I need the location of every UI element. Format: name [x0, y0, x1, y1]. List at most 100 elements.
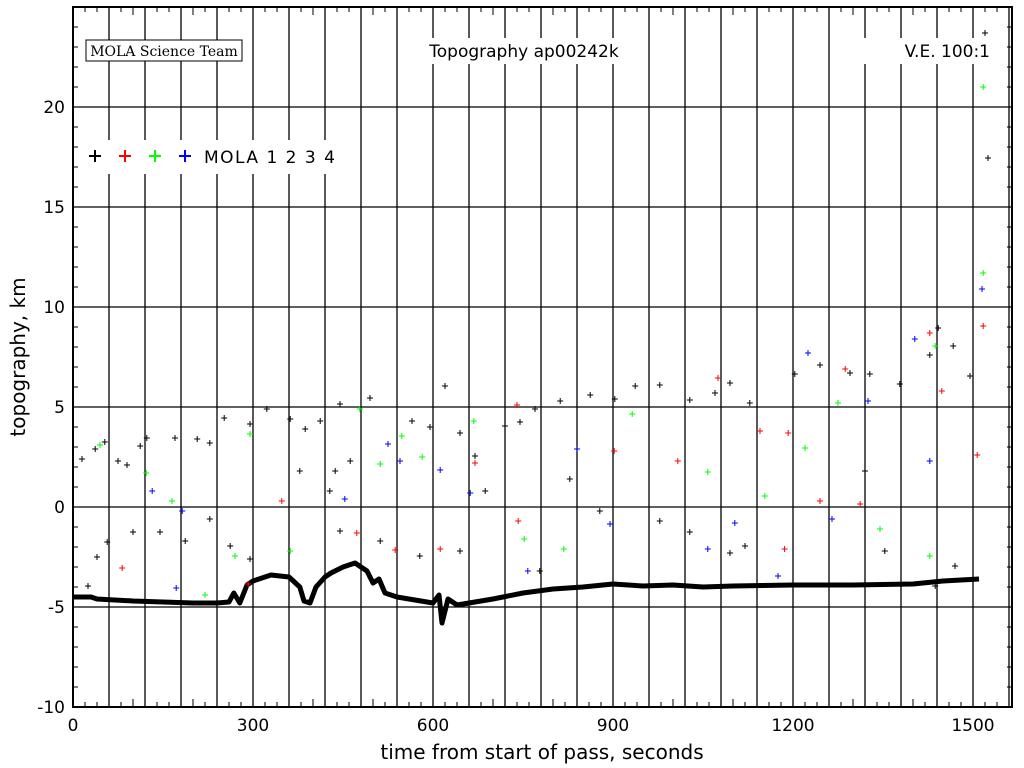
- data-point-ch3: [232, 553, 238, 559]
- data-point-ch1: [221, 415, 228, 421]
- data-point-ch1: [611, 396, 618, 402]
- data-point-ch3: [835, 400, 841, 406]
- data-point-ch4: [385, 441, 391, 447]
- data-point-ch1: [596, 508, 603, 514]
- data-point-ch1: [727, 550, 733, 556]
- data-point-ch1: [130, 529, 136, 535]
- data-point-ch1: [157, 529, 163, 535]
- data-point-ch3: [926, 553, 933, 559]
- data-point-ch4: [979, 286, 985, 292]
- data-points: [79, 30, 991, 598]
- data-point-ch4: [805, 350, 811, 356]
- data-point-ch2: [514, 402, 520, 408]
- data-point-ch2: [515, 518, 522, 524]
- data-point-ch1: [935, 325, 942, 331]
- data-point-ch3: [980, 270, 987, 276]
- data-point-ch1: [517, 419, 523, 425]
- data-point-ch4: [173, 585, 180, 591]
- data-point-ch2: [926, 330, 933, 336]
- vertical-exaggeration-label: V.E. 100:1: [905, 42, 990, 62]
- data-point-ch1: [952, 563, 958, 569]
- data-point-ch1: [172, 435, 178, 441]
- data-point-ch1: [896, 381, 903, 387]
- ground-profile-line: [73, 560, 980, 626]
- tick-labels: 0 300 600 900 1200 1500 -10 -5 0 5 10 15 20: [37, 98, 994, 736]
- data-point-ch2: [817, 498, 823, 504]
- data-point-ch1: [79, 456, 85, 462]
- data-point-ch1: [263, 406, 270, 412]
- data-point-ch4: [437, 467, 444, 473]
- data-point-ch1: [746, 400, 753, 406]
- data-point-ch1: [427, 424, 433, 430]
- data-point-ch4: [926, 458, 933, 464]
- data-point-ch2: [392, 547, 399, 553]
- data-point-ch3: [356, 406, 363, 412]
- data-point-ch3: [802, 445, 808, 451]
- data-point-ch1: [686, 397, 693, 403]
- legend-marker-4: [179, 150, 191, 162]
- data-point-ch3: [560, 546, 567, 552]
- data-point-ch1: [85, 583, 91, 589]
- data-point-ch2: [353, 530, 360, 536]
- data-point-ch4: [911, 336, 918, 342]
- data-point-ch1: [104, 539, 111, 545]
- data-point-ch1: [94, 554, 100, 560]
- data-point-ch1: [206, 516, 213, 522]
- chart-title: Topography ap00242k: [428, 42, 619, 62]
- data-point-ch1: [712, 390, 718, 396]
- legend: MOLA 1 2 3 4: [82, 140, 336, 174]
- data-point-ch4: [179, 508, 186, 514]
- data-point-ch1: [557, 398, 564, 404]
- x-tick-label: 900: [597, 716, 629, 736]
- data-point-ch1: [409, 418, 415, 424]
- data-point-ch2: [611, 448, 618, 454]
- data-point-ch1: [881, 548, 888, 554]
- data-point-ch1: [502, 423, 508, 429]
- data-point-ch1: [587, 392, 594, 398]
- data-point-ch2: [974, 452, 981, 458]
- data-point-ch3: [980, 84, 987, 90]
- data-point-ch2: [674, 458, 681, 464]
- data-point-ch1: [377, 538, 384, 544]
- data-point-ch1: [632, 383, 639, 389]
- data-point-ch1: [416, 553, 423, 559]
- y-tick-label: 15: [43, 198, 65, 218]
- legend-marker-2: [119, 150, 131, 162]
- data-point-ch2: [781, 546, 788, 552]
- y-tick-label: 10: [43, 298, 65, 318]
- data-point-ch3: [398, 433, 405, 439]
- data-point-ch1: [137, 443, 144, 449]
- credit-box: [85, 39, 243, 62]
- data-point-ch2: [437, 546, 444, 552]
- data-point-ch4: [341, 496, 348, 502]
- data-point-ch1: [817, 362, 823, 368]
- data-point-ch1: [932, 583, 939, 589]
- x-tick-label: 1500: [951, 716, 994, 736]
- data-point-ch1: [457, 548, 463, 554]
- credit-label: MOLA Science Team: [90, 44, 238, 60]
- data-point-ch1: [206, 440, 213, 446]
- data-point-ch1: [247, 421, 253, 427]
- data-point-ch1: [847, 370, 853, 376]
- data-point-ch1: [566, 476, 573, 482]
- data-point-ch3: [97, 442, 103, 448]
- data-point-ch1: [742, 543, 748, 549]
- data-point-ch1: [124, 462, 130, 468]
- data-point-ch1: [727, 380, 733, 386]
- data-point-ch2: [938, 388, 945, 394]
- legend-label: MOLA 1 2 3 4: [204, 148, 336, 168]
- data-point-ch1: [482, 488, 489, 494]
- data-point-ch3: [419, 454, 426, 460]
- data-point-ch4: [397, 458, 403, 464]
- y-axis-title: topography, km: [6, 277, 30, 436]
- data-point-ch1: [367, 395, 373, 401]
- grid: [73, 7, 1012, 707]
- data-point-ch3: [287, 548, 294, 554]
- data-point-ch2: [278, 498, 285, 504]
- data-point-ch1: [536, 568, 543, 574]
- data-point-ch1: [182, 538, 189, 544]
- data-point-ch2: [785, 430, 792, 436]
- data-point-ch3: [629, 411, 636, 417]
- y-tick-label: -10: [37, 698, 65, 718]
- data-point-ch3: [202, 592, 208, 598]
